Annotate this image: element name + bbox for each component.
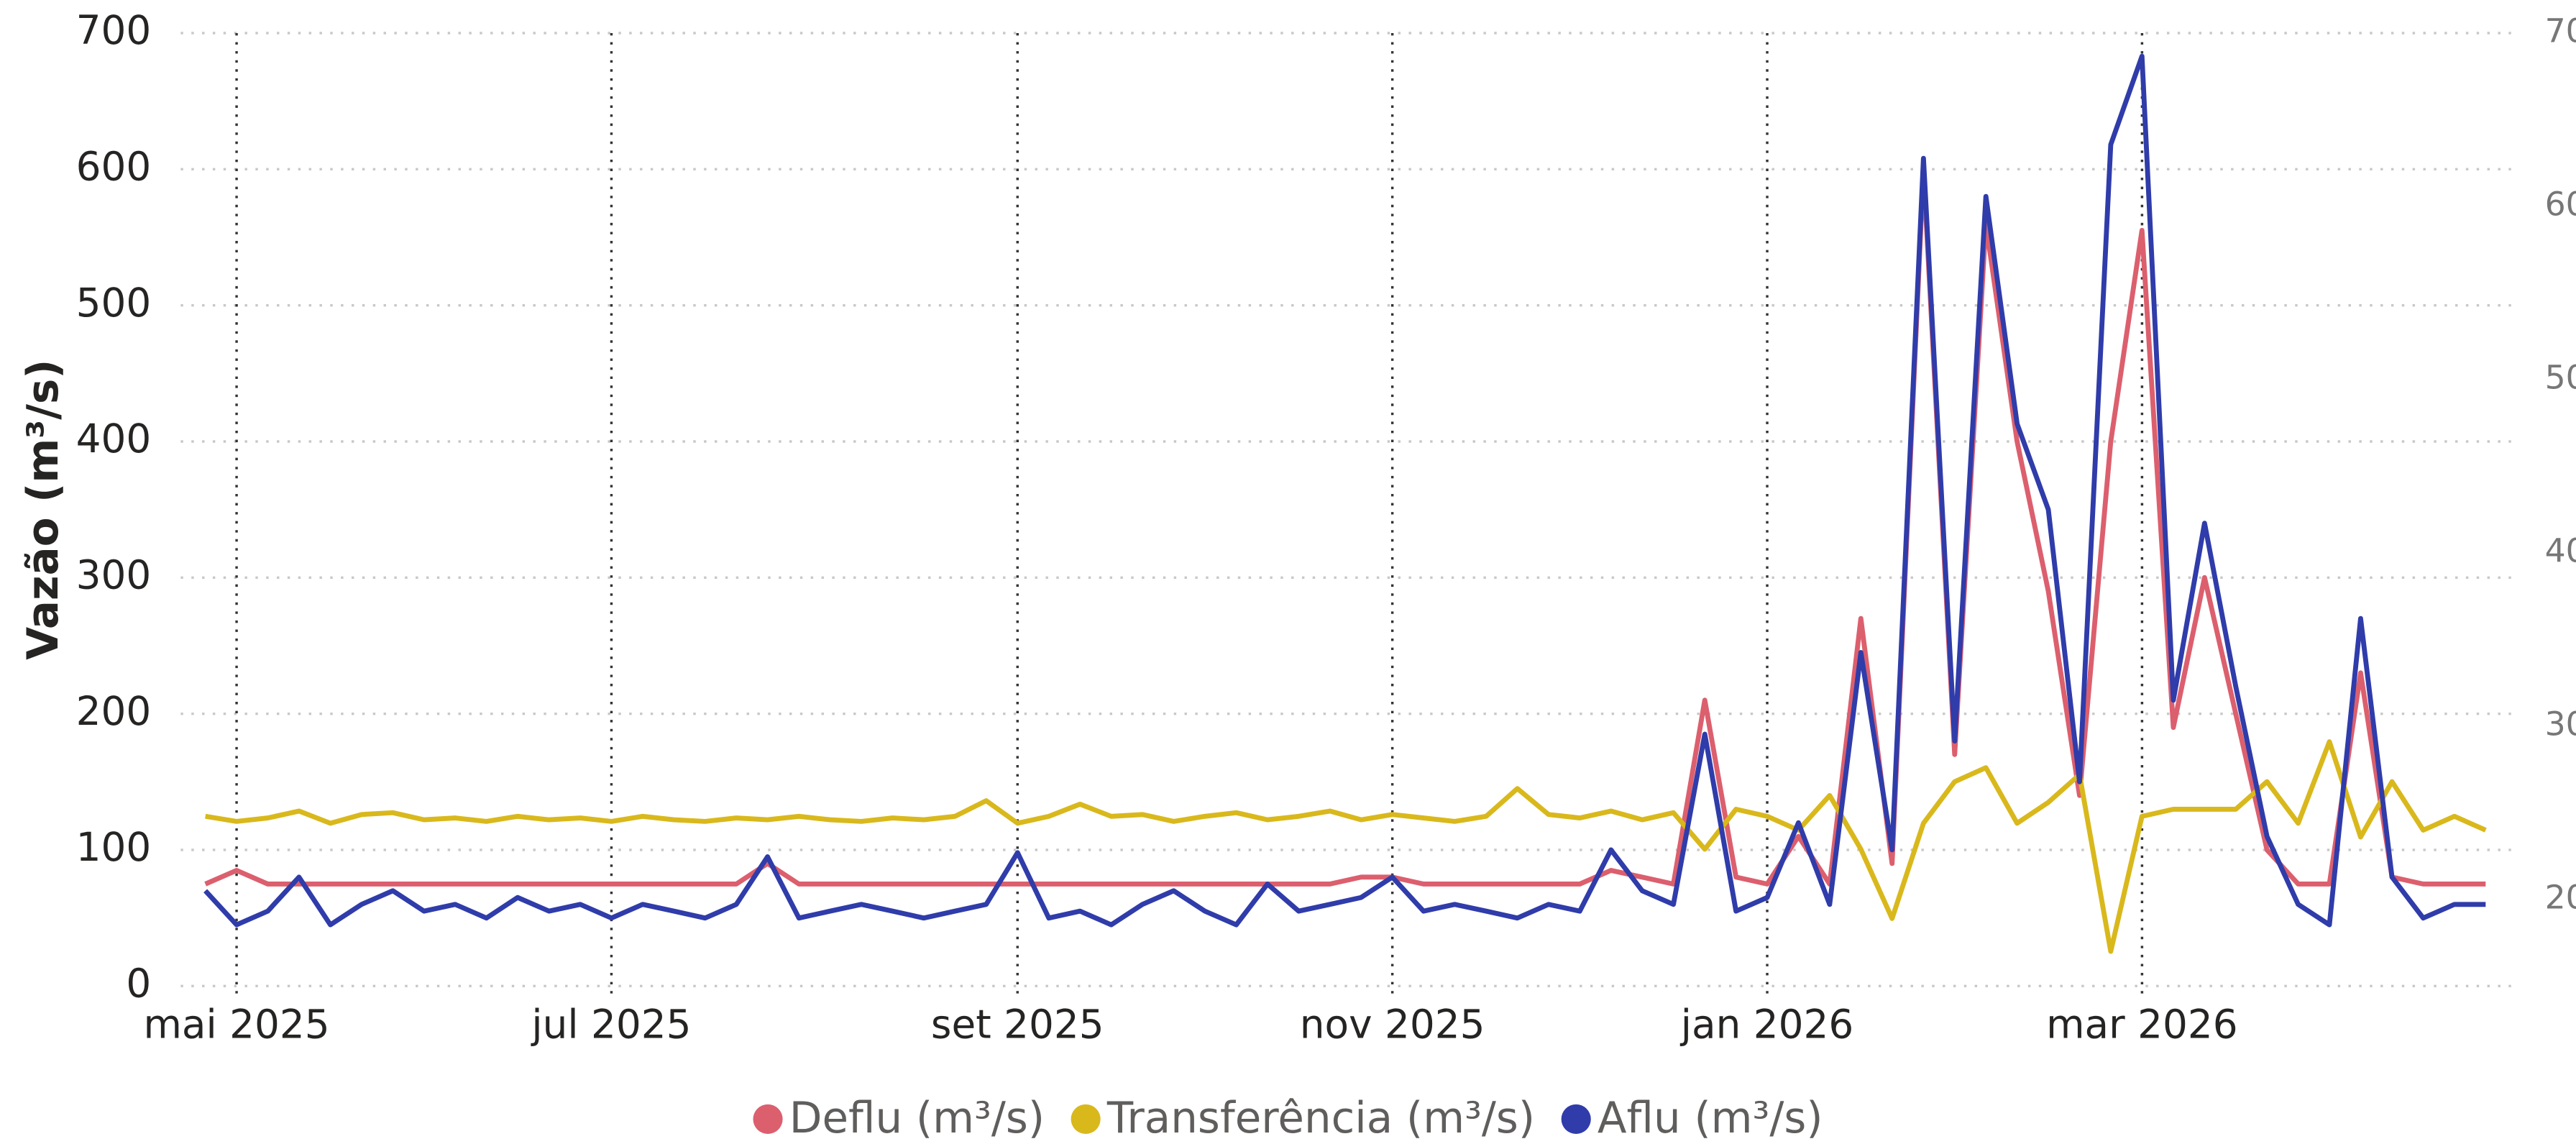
y-tick-label: 0	[126, 960, 151, 1006]
y2-tick-label: 40	[2545, 531, 2576, 569]
legend-label: Transferência (m³/s)	[1106, 1094, 1535, 1143]
x-tick-label: set 2025	[931, 1002, 1104, 1048]
x-tick-label: jan 2026	[1680, 1002, 1854, 1048]
y-tick-label: 200	[76, 688, 152, 734]
x-tick-label: nov 2025	[1300, 1002, 1485, 1048]
series-line	[204, 167, 2486, 887]
y-tick-label: 600	[76, 143, 152, 189]
y2-tick-label: 50	[2545, 358, 2576, 396]
y2-tick-label: 30	[2545, 705, 2576, 743]
x-tick-label: mai 2025	[143, 1002, 329, 1048]
legend-label: Deflu (m³/s)	[789, 1094, 1045, 1143]
y-tick-label: 300	[76, 552, 152, 598]
legend-marker	[753, 1104, 783, 1134]
series-line	[205, 739, 2487, 954]
y2-tick-label: 20	[2545, 878, 2576, 916]
x-tick-label: mar 2026	[2046, 1002, 2238, 1048]
legend: Deflu (m³/s) Transferência (m³/s) Aflu (m³…	[753, 1094, 1823, 1143]
y2-tick-label: 70	[2545, 12, 2576, 50]
legend-marker	[1071, 1104, 1101, 1134]
legend-label: Aflu (m³/s)	[1598, 1094, 1823, 1143]
series-line	[203, 53, 2486, 928]
y2-tick-label: 60	[2545, 185, 2576, 223]
y-axis-title: Vazão (m³/s)	[19, 360, 68, 660]
y-tick-label: 400	[76, 416, 152, 462]
y-tick-label: 100	[76, 824, 152, 870]
legend-marker	[1561, 1104, 1591, 1134]
y-tick-label: 700	[76, 7, 152, 53]
x-tick-label: jul 2025	[531, 1002, 691, 1048]
y-tick-label: 500	[76, 280, 152, 326]
